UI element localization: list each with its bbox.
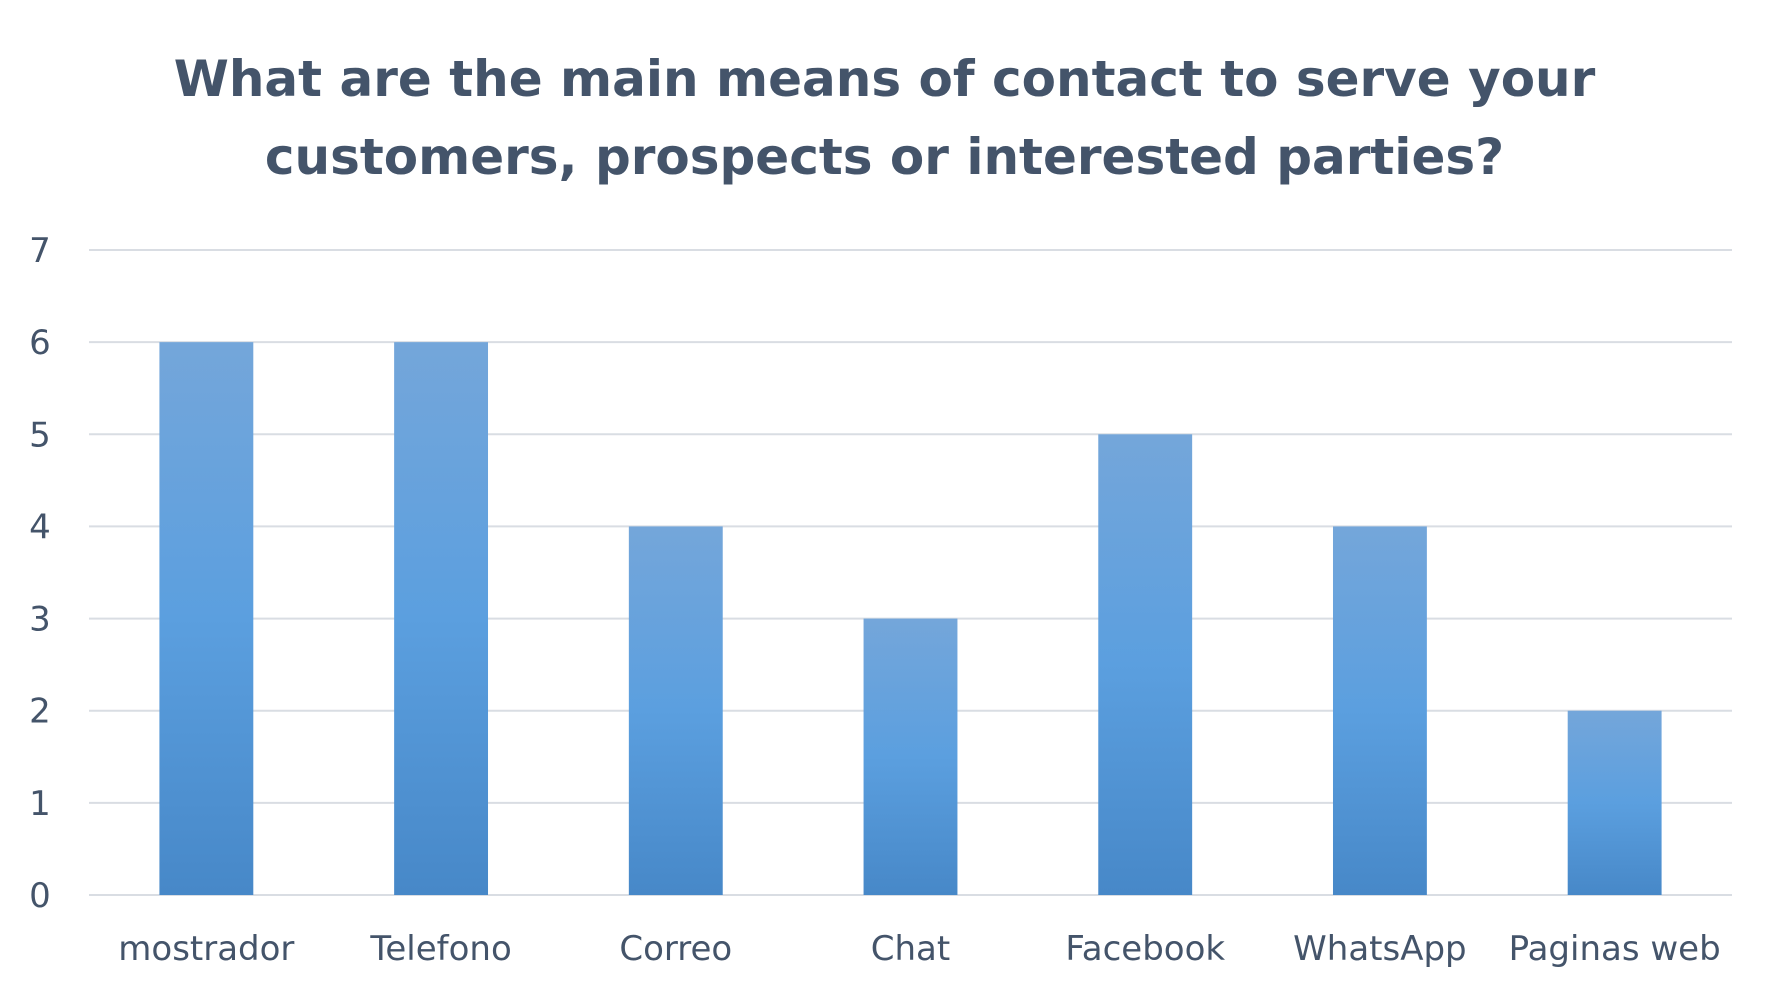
y-tick-label: 3: [29, 600, 51, 640]
y-tick-label: 0: [29, 876, 51, 916]
y-tick-label: 2: [29, 692, 51, 732]
y-tick-label: 1: [29, 784, 51, 824]
chart-title: What are the main means of contact to se…: [0, 40, 1769, 196]
bar-telefono: [394, 342, 489, 896]
x-tick-label: Chat: [871, 929, 950, 969]
y-tick-label: 7: [29, 231, 51, 271]
y-tick-label: 5: [29, 415, 51, 455]
bar-chat: [863, 618, 958, 895]
y-tick-label: 6: [29, 323, 51, 363]
x-axis-ticks: mostrador Telefono Correo Chat Facebook Whats…: [118, 929, 1720, 969]
bar-whatsapp: [1332, 526, 1427, 895]
y-tick-label: 4: [29, 507, 51, 547]
bar-mostrador: [159, 342, 254, 896]
bar-facebook: [1098, 434, 1193, 895]
x-tick-label: WhatsApp: [1293, 929, 1466, 969]
bar-paginas-web: [1567, 710, 1662, 895]
bars: [159, 342, 1662, 896]
y-axis-ticks: 0 1 2 3 4 5 6 7: [29, 231, 51, 916]
x-tick-label: mostrador: [118, 929, 294, 969]
chart-title-line-1: What are the main means of contact to se…: [173, 50, 1596, 108]
bar-correo: [628, 526, 723, 895]
x-tick-label: Facebook: [1065, 929, 1225, 969]
chart-title-line-2: customers, prospects or interested parti…: [264, 128, 1505, 186]
x-tick-label: Telefono: [369, 929, 511, 969]
x-tick-label: Paginas web: [1509, 929, 1721, 969]
x-tick-label: Correo: [619, 929, 732, 969]
